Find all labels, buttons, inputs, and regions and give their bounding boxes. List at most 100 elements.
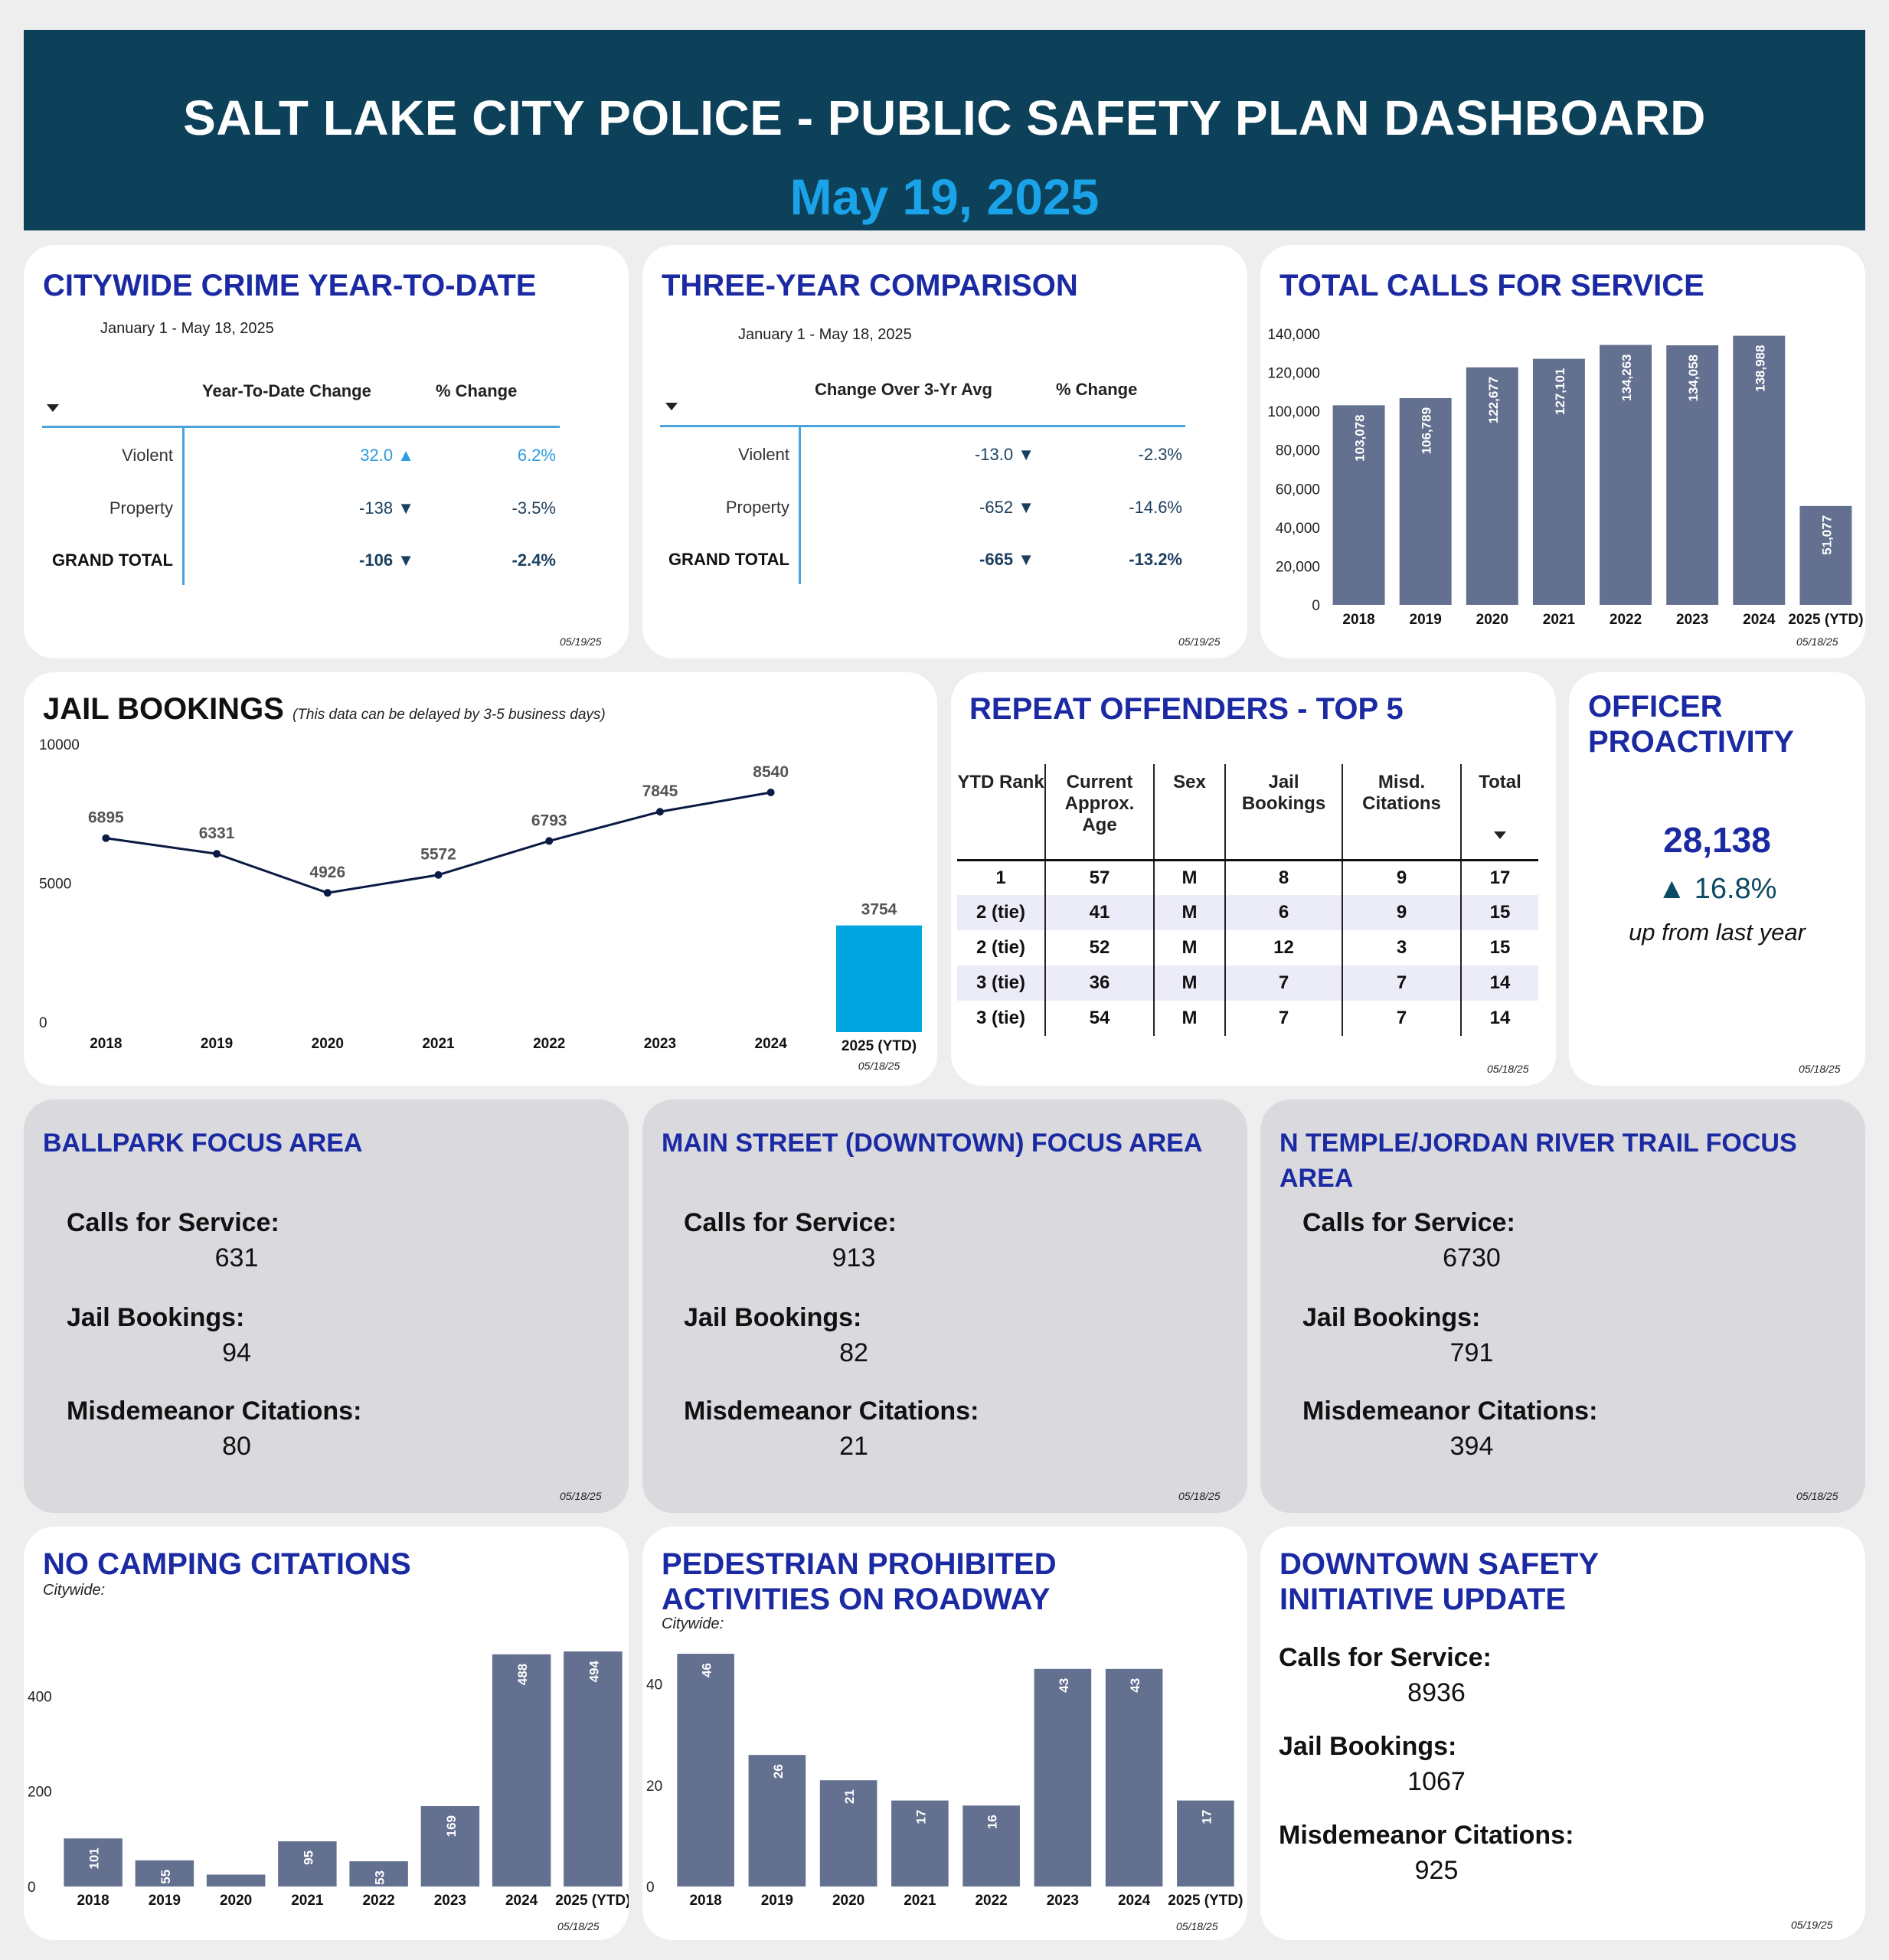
down-arrow-icon: ▼	[397, 550, 414, 570]
y-tick-label: 20	[646, 1779, 662, 1795]
sex-cell: M	[1153, 930, 1225, 965]
x-tick-label: 2019	[201, 1036, 233, 1052]
ytd-crime-card: CITYWIDE CRIME YEAR-TO-DATE January 1 - …	[24, 245, 629, 658]
calls-value: 6730	[1443, 1243, 1501, 1272]
jail-label: Jail Bookings:	[684, 1303, 862, 1332]
card-title: DOWNTOWN SAFETY INITIATIVE UPDATE	[1279, 1547, 1599, 1617]
card-title: BALLPARK FOCUS AREA	[43, 1129, 363, 1158]
bar	[891, 1800, 949, 1886]
card-title: JAIL BOOKINGS (This data can be delayed …	[43, 691, 606, 733]
bar	[420, 1805, 480, 1886]
table-row: 3 (tie) 54 M 7 7 14	[957, 1001, 1538, 1036]
updated-stamp: 05/18/25	[1176, 1920, 1218, 1932]
updated-stamp: 05/18/25	[1796, 1490, 1838, 1502]
bar-value-label: 134,263	[1619, 354, 1634, 401]
sort-dropdown-icon[interactable]	[665, 403, 678, 410]
x-tick-label: 2023	[644, 1036, 676, 1052]
proactivity-change: ▲ 16.8%	[1657, 873, 1777, 905]
x-tick-label: 2018	[77, 1893, 109, 1909]
y-tick-label: 80,000	[1276, 443, 1320, 459]
rank-cell: 2 (tie)	[957, 895, 1045, 930]
x-tick-label: 2022	[533, 1036, 565, 1052]
total-pct: -2.4%	[511, 550, 556, 570]
column-header-misd[interactable]: Misd. Citations	[1342, 764, 1461, 861]
property-pct: -14.6%	[1129, 498, 1182, 517]
jail-cell: 7	[1224, 1001, 1342, 1036]
bar-value-label: 21	[842, 1789, 857, 1804]
bar	[1532, 358, 1585, 605]
row-label-violent: Violent	[122, 446, 173, 465]
column-header-change[interactable]: Change Over 3-Yr Avg	[815, 380, 992, 399]
card-title: THREE-YEAR COMPARISON	[662, 269, 1078, 302]
updated-stamp: 05/19/25	[560, 635, 602, 648]
total-pct: -13.2%	[1129, 550, 1182, 569]
updated-stamp: 05/18/25	[1178, 1490, 1221, 1502]
jail-label: Jail Bookings:	[1279, 1732, 1457, 1761]
x-tick-label: 2022	[1610, 612, 1642, 628]
column-header-jail[interactable]: Jail Bookings	[1224, 764, 1342, 861]
column-header-pct[interactable]: % Change	[1056, 380, 1138, 399]
column-header-change[interactable]: Year-To-Date Change	[202, 381, 371, 400]
calls-label: Calls for Service:	[1279, 1643, 1492, 1672]
bar	[1177, 1800, 1234, 1886]
data-point	[545, 837, 554, 845]
bar	[1666, 345, 1719, 605]
x-tick-label: 2018	[90, 1036, 122, 1052]
column-header-pct[interactable]: % Change	[436, 381, 518, 400]
jail-value: 82	[839, 1338, 868, 1367]
row-label-grand-total: GRAND TOTAL	[51, 550, 173, 570]
x-tick-label: 2019	[1410, 612, 1442, 628]
property-pct: -3.5%	[511, 498, 556, 518]
dashboard-header: SALT LAKE CITY POLICE - PUBLIC SAFETY PL…	[24, 30, 1865, 230]
jail-cell: 8	[1224, 860, 1342, 895]
bar	[564, 1651, 623, 1886]
title-line-2: ACTIVITIES ON ROADWAY	[662, 1583, 1051, 1616]
bar-value-label: 488	[515, 1664, 530, 1685]
x-tick-label: 2020	[1476, 612, 1508, 628]
bar-value-label: 103,078	[1353, 414, 1368, 461]
bar-value-label: 17	[1199, 1810, 1214, 1824]
sex-cell: M	[1153, 895, 1225, 930]
column-header-sex[interactable]: Sex	[1153, 764, 1225, 861]
sort-desc-icon	[1494, 831, 1506, 839]
data-label: 7845	[642, 782, 678, 800]
data-point	[102, 834, 110, 842]
jail-value: 791	[1449, 1338, 1494, 1367]
pedestrian-card: PEDESTRIAN PROHIBITED ACTIVITIES ON ROAD…	[642, 1527, 1247, 1940]
updated-stamp: 05/19/25	[1178, 635, 1221, 648]
column-header-rank[interactable]: YTD Rank	[957, 764, 1045, 861]
row-label-violent: Violent	[738, 445, 789, 464]
proactivity-value: 28,138	[1663, 820, 1771, 860]
x-tick-label: 2019	[149, 1893, 181, 1909]
x-tick-label: 2021	[422, 1036, 455, 1052]
down-arrow-icon: ▼	[1018, 498, 1034, 517]
misd-cell: 3	[1342, 930, 1461, 965]
dashboard-date: May 19, 2025	[789, 168, 1100, 225]
column-header-total[interactable]: Total	[1460, 764, 1538, 861]
bar-value-label: 53	[373, 1870, 387, 1885]
sort-dropdown-icon[interactable]	[47, 404, 59, 412]
bar-value-label: 122,677	[1486, 377, 1501, 423]
calls-value: 8936	[1407, 1678, 1466, 1707]
misd-value: 80	[222, 1432, 251, 1461]
bar-value-label: 55	[159, 1870, 173, 1884]
x-tick-label: 2021	[1543, 612, 1576, 628]
sex-cell: M	[1153, 1001, 1225, 1036]
column-header-age[interactable]: Current Approx. Age	[1044, 764, 1154, 861]
data-label: 6895	[88, 809, 124, 827]
age-cell: 57	[1044, 860, 1154, 895]
jail-label: Jail Bookings:	[1302, 1303, 1481, 1332]
y-tick-label: 0	[1312, 598, 1320, 614]
y-tick-label: 100,000	[1267, 404, 1320, 420]
card-title: CITYWIDE CRIME YEAR-TO-DATE	[43, 269, 537, 302]
card-title: PEDESTRIAN PROHIBITED ACTIVITIES ON ROAD…	[662, 1547, 1057, 1617]
bar-value-label: 106,789	[1420, 407, 1434, 454]
misd-cell: 9	[1342, 860, 1461, 895]
calls-bar-chart: 0 20,000 40,000 60,000 80,000 100,000 120,000 1…	[1267, 327, 1863, 628]
bar-value-label: 138,988	[1753, 345, 1767, 392]
calls-for-service-card: TOTAL CALLS FOR SERVICE 0 20,000 40,000 60,…	[1260, 245, 1865, 658]
title-line-2: INITIATIVE UPDATE	[1279, 1583, 1567, 1616]
x-tick-label: 2023	[1676, 612, 1708, 628]
x-tick-label: 2024	[755, 1036, 788, 1052]
bar	[748, 1755, 806, 1886]
